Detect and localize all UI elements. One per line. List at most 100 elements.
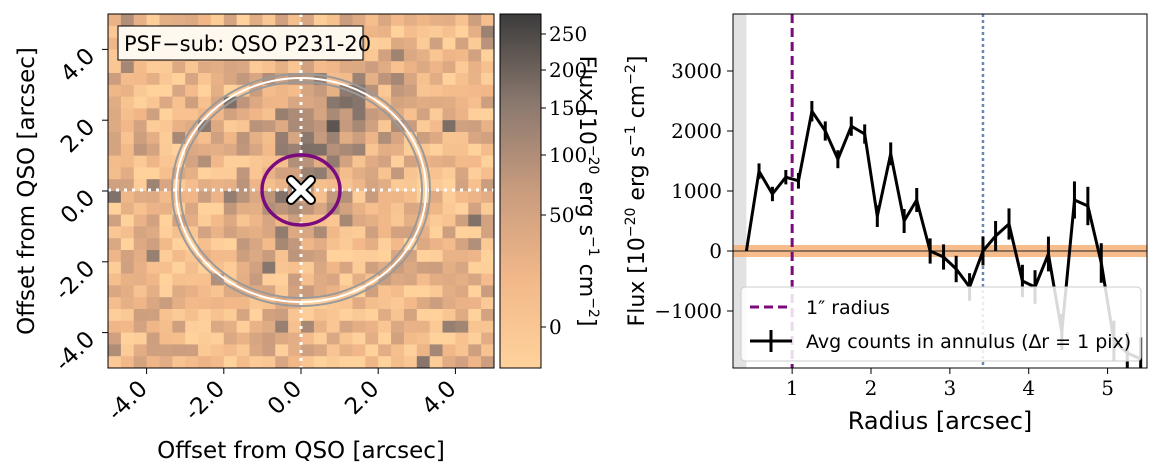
heatmap-cell [223,214,238,227]
right-x-tick-label: 5 [1101,376,1114,400]
heatmap-cell [391,332,405,345]
heatmap-cell [236,214,251,227]
heatmap-cell [275,132,289,145]
heatmap-cell [326,250,341,263]
heatmap-cell [455,309,469,322]
heatmap-cell [223,261,238,275]
heatmap-cell [185,155,199,168]
heatmap-cell [481,49,494,62]
heatmap-cell [326,309,341,322]
heatmap-cell [455,49,469,62]
heatmap-cell [223,320,238,334]
heatmap-cell [249,96,263,109]
heatmap-cell [391,309,405,322]
heatmap-cell [442,96,456,109]
heatmap-cell [198,202,212,216]
heatmap-cell [108,356,122,368]
heatmap-cell [455,226,469,239]
heatmap-cell [455,96,469,109]
heatmap-cell [378,49,392,62]
heatmap-cell [146,132,161,145]
heatmap-cell [416,250,431,263]
left-x-tick-label: 2.0 [340,376,384,420]
heatmap-cell [403,73,418,86]
heatmap-cell [365,191,379,204]
heatmap-cell [236,167,251,180]
heatmap-cell [301,96,315,109]
heatmap-cell [249,167,263,180]
heatmap-cell [403,309,418,322]
heatmap-cell [455,285,469,298]
left-x-tick-label: 4.0 [417,376,461,420]
heatmap-cell [301,226,315,239]
right-x-tick-label: 2 [865,376,878,400]
heatmap-cell [442,37,456,50]
legend-radius-label: 1″ radius [806,297,890,319]
heatmap-cell [468,309,482,322]
heatmap-cell [172,73,186,86]
heatmap-cell [262,84,276,98]
heatmap-cell [403,108,418,121]
heatmap-cell [442,49,456,62]
heatmap-cell [146,14,161,27]
heatmap-cell [468,61,482,74]
heatmap-cell [326,238,341,251]
heatmap-cell [313,84,328,98]
heatmap-cell [159,309,173,322]
heatmap-cell [146,120,161,133]
heatmap-cell [378,297,392,310]
heatmap-cell [468,226,482,239]
heatmap-cell [326,84,341,98]
heatmap-cell [481,167,494,180]
heatmap-cell [249,191,263,204]
legend-box [740,286,1142,362]
heatmap-cell [275,261,289,275]
heatmap-cell [391,84,405,98]
heatmap-cell [275,143,289,157]
heatmap-cell [275,309,289,322]
heatmap-cell [365,49,379,62]
heatmap-cell [262,250,276,263]
heatmap-cell [339,250,354,263]
heatmap-cell [403,191,418,204]
heatmap-cell [481,61,494,74]
heatmap-cell [378,309,392,322]
colorbar-tick-label: 50 [549,203,574,227]
heatmap-cell [313,14,328,27]
heatmap-cell [133,297,148,310]
heatmap-cell [172,96,186,109]
heatmap-cell [352,132,366,145]
heatmap-cell [262,96,276,109]
heatmap-cell [108,96,122,109]
heatmap-cell [223,344,238,357]
left-y-tick-label: 0.0 [56,185,100,229]
heatmap-cell [120,273,135,286]
heatmap-cell [185,297,199,310]
heatmap-cell [185,261,199,275]
heatmap-cell [185,73,199,86]
heatmap-cell [326,14,341,27]
right-x-tick-label: 4 [1022,376,1035,400]
heatmap-cell [301,143,315,157]
heatmap-cell [262,61,276,74]
heatmap-cell [185,96,199,109]
heatmap-cell [391,37,405,50]
heatmap-cell [210,155,225,168]
heatmap-cell [133,191,148,204]
heatmap-cell [313,285,328,298]
heatmap-cell [198,84,212,98]
heatmap-cell [352,297,366,310]
heatmap-cell [442,167,456,180]
heatmap-cell [429,191,444,204]
heatmap-cell [301,332,315,345]
heatmap-cell [236,320,251,334]
heatmap-cell [210,309,225,322]
heatmap-cell [120,155,135,168]
heatmap-cell [416,108,431,121]
heatmap-cell [468,320,482,334]
heatmap-cell [442,297,456,310]
heatmap-cell [468,214,482,227]
heatmap-cell [481,202,494,216]
heatmap-cell [288,250,302,263]
heatmap-cell [288,132,302,145]
